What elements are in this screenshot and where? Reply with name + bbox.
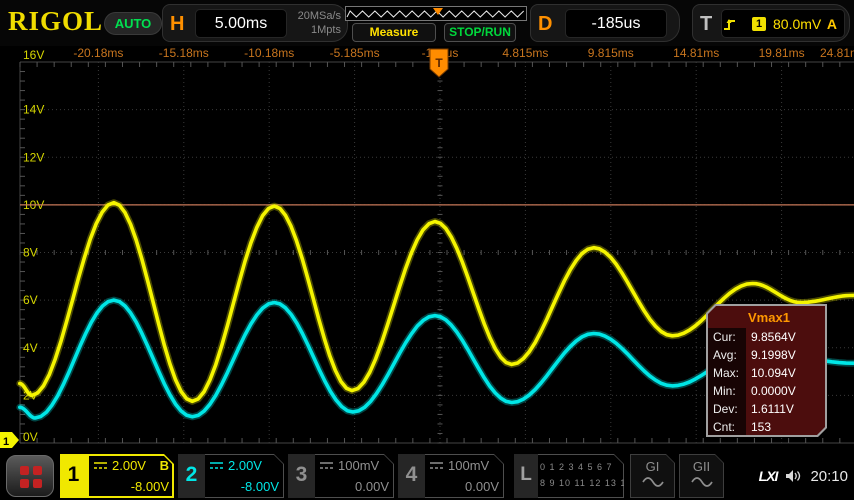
trigger-sweep-mode: A	[826, 15, 837, 32]
grid-menu-icon	[20, 466, 42, 488]
svg-text:-15.18ms: -15.18ms	[159, 46, 209, 60]
svg-text:-5.185ms: -5.185ms	[330, 46, 380, 60]
channel-1-number: 1	[67, 463, 80, 486]
sine-wave-icon	[642, 476, 664, 487]
channel-4-number: 4	[398, 454, 425, 498]
channel-3-number: 3	[288, 454, 315, 498]
svg-text:14.81ms: 14.81ms	[673, 46, 719, 60]
svg-text:24.81ms: 24.81ms	[820, 46, 854, 60]
measurement-row: Min: 0.0000V	[708, 382, 825, 400]
svg-text:-10.18ms: -10.18ms	[244, 46, 294, 60]
generator-1-label: GI	[645, 459, 660, 474]
logic-channels-row1: 0 1 2 3 4 5 6 7	[540, 462, 613, 472]
svg-text:4.815ms: 4.815ms	[502, 46, 548, 60]
channel-2-offset: -8.00V	[240, 479, 279, 494]
lxi-indicator: LXI	[758, 468, 779, 484]
dc-coupling-icon	[429, 461, 444, 470]
waveform-overview-strip[interactable]	[345, 6, 527, 21]
channel-2-block[interactable]: 2 2.00V -8.00V	[178, 454, 284, 498]
timebase-value[interactable]: 5.00ms	[195, 9, 287, 38]
measurement-row: Cur: 9.8564V	[708, 328, 825, 346]
clock: 20:10	[810, 467, 848, 485]
top-status-bar: RIGOL AUTO H 5.00ms 20MSa/s 1Mpts Measur…	[0, 0, 854, 46]
dc-coupling-icon	[93, 461, 108, 470]
dc-coupling-icon	[209, 461, 224, 470]
logic-label: L	[514, 454, 538, 498]
delay-menu[interactable]: D -185us	[530, 4, 680, 42]
channel-4-block[interactable]: 4 100mV 0.00V	[398, 454, 504, 498]
sample-rate: 20MSa/s	[297, 10, 341, 22]
svg-text:16V: 16V	[23, 48, 44, 62]
rigol-logo: RIGOL	[8, 6, 104, 36]
svg-text:8V: 8V	[23, 246, 38, 260]
delay-label: D	[538, 13, 553, 35]
svg-text:4V: 4V	[23, 341, 38, 355]
horizontal-menu[interactable]: H 5.00ms 20MSa/s 1Mpts	[162, 4, 348, 42]
trigger-level[interactable]: 80.0mV	[773, 15, 822, 32]
measure-button[interactable]: Measure	[352, 23, 436, 42]
trigger-menu[interactable]: T 1 80.0mV A	[692, 4, 850, 42]
svg-text:6V: 6V	[23, 293, 38, 307]
channel-1-offset: -8.00V	[130, 479, 169, 494]
acquisition-mode-badge: AUTO	[104, 12, 162, 35]
generator-2-button[interactable]: GII	[679, 454, 724, 498]
measurement-title: Vmax1	[748, 310, 790, 325]
logic-channels-block[interactable]: L 0 1 2 3 4 5 6 7 8 9 10 11 12 13 14 15	[514, 454, 624, 498]
measurement-popup: Vmax1 Cur: 9.8564V Avg: 9.1998V Max: 10.…	[706, 304, 827, 437]
svg-text:-20.18ms: -20.18ms	[73, 46, 123, 60]
measurement-row: Cnt: 153	[708, 418, 825, 436]
sine-wave-icon	[691, 476, 713, 487]
memory-depth: 1Mpts	[311, 24, 341, 36]
overview-zigzag-icon	[346, 8, 525, 18]
channel-1-zero-marker[interactable]: 1	[0, 432, 19, 448]
svg-text:19.81ms: 19.81ms	[759, 46, 805, 60]
menu-button[interactable]	[6, 455, 54, 497]
generator-2-label: GII	[692, 459, 711, 474]
svg-text:12V: 12V	[23, 150, 44, 164]
generator-1-button[interactable]: GI	[630, 454, 675, 498]
trigger-source-badge: 1	[752, 16, 766, 31]
dc-coupling-icon	[319, 461, 334, 470]
bandwidth-limit-badge: B	[159, 458, 169, 473]
channel-2-scale: 2.00V	[228, 458, 262, 473]
trigger-position-marker[interactable]: T	[429, 48, 449, 78]
svg-text:T: T	[435, 56, 443, 70]
channel-3-block[interactable]: 3 100mV 0.00V	[288, 454, 394, 498]
channel-4-scale: 100mV	[448, 458, 490, 473]
svg-text:1: 1	[3, 436, 9, 448]
bottom-status-bar: 1 2.00V B -8.00V 2	[0, 452, 854, 500]
channel-4-offset: 0.00V	[465, 479, 499, 494]
channel-1-scale: 2.00V	[112, 458, 146, 473]
delay-value[interactable]: -185us	[565, 9, 667, 38]
waveform-display[interactable]: -20.18ms-15.18ms-10.18ms-5.185ms-185us4.…	[0, 46, 854, 452]
overview-trigger-marker	[433, 8, 443, 15]
measurement-row: Avg: 9.1998V	[708, 346, 825, 364]
trigger-label: T	[700, 13, 713, 35]
measurement-row: Dev: 1.6111V	[708, 400, 825, 418]
channel-2-number: 2	[178, 454, 205, 498]
speaker-icon[interactable]	[785, 469, 802, 483]
svg-text:9.815ms: 9.815ms	[588, 46, 634, 60]
channel-3-offset: 0.00V	[355, 479, 389, 494]
measurement-row: Max: 10.094V	[708, 364, 825, 382]
logic-channels-row2: 8 9 10 11 12 13 14 15	[540, 478, 648, 488]
channel-3-scale: 100mV	[338, 458, 380, 473]
horizontal-label: H	[170, 13, 185, 35]
stop-run-button[interactable]: STOP/RUN	[444, 23, 516, 42]
channel-1-block[interactable]: 1 2.00V B -8.00V	[60, 454, 174, 498]
svg-text:14V: 14V	[23, 103, 44, 117]
rising-edge-icon	[724, 18, 735, 30]
svg-text:0V: 0V	[23, 430, 38, 444]
